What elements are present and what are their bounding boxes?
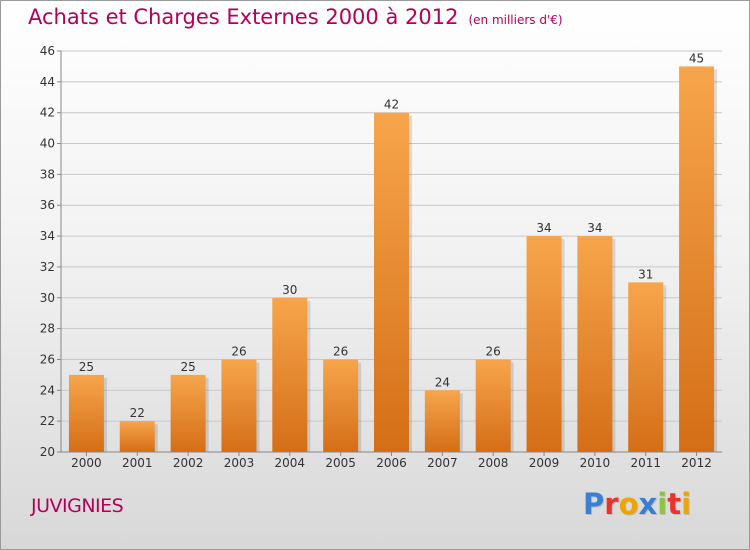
- logo-letter: P: [583, 487, 605, 521]
- bar: [323, 359, 359, 452]
- y-tick-label: 44: [40, 75, 55, 89]
- bar: [679, 66, 715, 452]
- bar-2001: 22: [119, 406, 158, 452]
- title-text: Achats et Charges Externes 2000 à 2012: [28, 5, 459, 29]
- y-tick-label: 46: [40, 44, 55, 58]
- bar: [526, 236, 562, 452]
- logo-letter: t: [667, 487, 682, 521]
- data-label: 24: [435, 375, 450, 389]
- y-tick-label: 28: [40, 322, 55, 336]
- y-tick-label: 40: [40, 137, 55, 151]
- bar-2003: 26: [221, 344, 260, 452]
- bars: 25 22 25 26 30 26 42 24 26 34 34 31 45: [68, 51, 718, 452]
- y-tick-label: 34: [40, 229, 55, 243]
- logo-letter: o: [618, 487, 639, 521]
- proxiti-logo[interactable]: Proxiti: [583, 487, 691, 521]
- logo-letter: i: [681, 487, 692, 521]
- bar: [170, 374, 206, 452]
- x-tick-label: 2001: [122, 456, 153, 470]
- bar-2002: 25: [170, 360, 209, 452]
- bar-2005: 26: [323, 344, 362, 452]
- y-tick-label: 38: [40, 167, 55, 181]
- y-tick-label: 20: [40, 445, 55, 459]
- x-tick-label: 2012: [681, 456, 712, 470]
- bar: [119, 421, 155, 452]
- logo-letter: i: [657, 487, 668, 521]
- y-axis: 20 22 24 26 28 30 32 34 36 38 40 42 44 46: [40, 44, 62, 459]
- bar-2008: 26: [475, 344, 514, 452]
- x-tick-label: 2002: [173, 456, 204, 470]
- bar: [221, 359, 257, 452]
- x-tick-label: 2008: [478, 456, 509, 470]
- bar: [272, 297, 308, 452]
- data-label: 34: [536, 221, 551, 235]
- chart-subtitle: (en milliers d'€): [468, 13, 563, 27]
- x-tick-label: 2010: [580, 456, 611, 470]
- bar-2011: 31: [628, 267, 667, 452]
- x-tick-label: 2000: [71, 456, 102, 470]
- x-tick-label: 2011: [630, 456, 661, 470]
- bar-2009: 34: [526, 221, 565, 452]
- data-label: 26: [333, 344, 348, 358]
- bar-2004: 30: [272, 283, 311, 452]
- data-label: 22: [130, 406, 145, 420]
- y-tick-label: 24: [40, 383, 55, 397]
- x-tick-label: 2004: [275, 456, 306, 470]
- x-tick-label: 2009: [529, 456, 560, 470]
- y-tick-label: 22: [40, 414, 55, 428]
- y-tick-label: 36: [40, 198, 55, 212]
- y-tick-label: 42: [40, 106, 55, 120]
- bar: [374, 112, 409, 452]
- bar-2007: 24: [424, 375, 463, 452]
- bar: [68, 374, 104, 452]
- bar: [577, 236, 613, 452]
- data-label: 26: [231, 344, 246, 358]
- data-label: 25: [180, 360, 195, 374]
- data-label: 30: [282, 283, 297, 297]
- data-label: 31: [638, 267, 653, 281]
- logo-letter: x: [638, 487, 658, 521]
- y-tick-label: 32: [40, 260, 55, 274]
- x-tick-label: 2006: [376, 456, 407, 470]
- place-name: JUVIGNIES: [31, 495, 124, 517]
- y-tick-label: 26: [40, 352, 55, 366]
- bar-2006: 42: [374, 98, 412, 452]
- x-tick-label: 2003: [224, 456, 255, 470]
- x-tick-label: 2007: [427, 456, 458, 470]
- bar-2000: 25: [68, 360, 107, 452]
- data-label: 25: [79, 360, 94, 374]
- x-tick-label: 2005: [325, 456, 356, 470]
- y-tick-label: 30: [40, 291, 55, 305]
- bar: [424, 390, 460, 452]
- data-label: 45: [689, 51, 704, 65]
- data-label: 26: [486, 344, 501, 358]
- bar: [475, 359, 511, 452]
- data-label: 42: [384, 98, 399, 112]
- bar-2012: 45: [679, 51, 718, 452]
- chart-title: Achats et Charges Externes 2000 à 2012 (e…: [28, 5, 563, 29]
- x-axis: 2000 2001 2002 2003 2004 2005 2006 2007 2008 2009…: [61, 451, 722, 470]
- data-label: 34: [587, 221, 602, 235]
- bar: [628, 282, 664, 452]
- bar-2010: 34: [577, 221, 616, 452]
- logo-letter: r: [604, 487, 619, 521]
